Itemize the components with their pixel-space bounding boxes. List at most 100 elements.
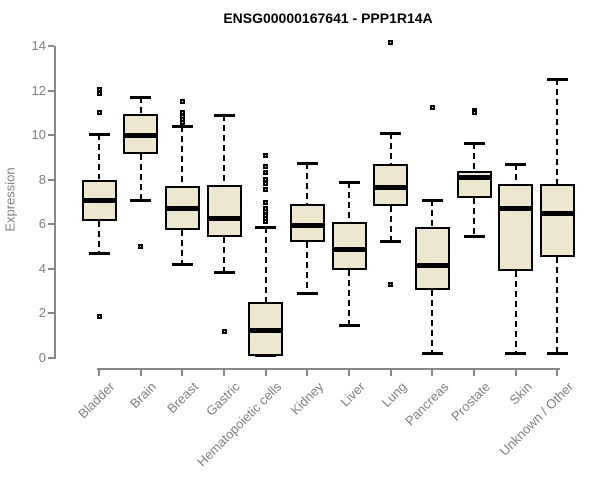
whisker-cap-lower (463, 235, 485, 239)
x-tick (389, 370, 392, 376)
outlier-point (263, 170, 269, 176)
x-tick (181, 370, 184, 376)
outlier-point (96, 91, 102, 97)
whisker-cap-lower (546, 352, 568, 356)
outlier-point (263, 187, 269, 192)
whisker-lower (473, 198, 476, 238)
whisker-upper (514, 163, 517, 184)
median-line (248, 328, 284, 334)
x-category-label: Gastric (202, 379, 243, 419)
y-axis-line (54, 46, 56, 359)
outlier-point (263, 152, 269, 158)
whisker-upper (139, 97, 142, 114)
y-tick (48, 178, 54, 181)
whisker-lower (348, 269, 351, 327)
whisker-upper (348, 181, 351, 222)
whisker-lower (389, 206, 392, 242)
x-category-label: Unknown / Other (496, 379, 577, 459)
whisker-upper (306, 162, 309, 204)
median-line (373, 184, 409, 190)
outlier-point (263, 177, 269, 182)
box (414, 227, 450, 290)
median-line (498, 205, 534, 211)
whisker-cap-upper (213, 113, 235, 117)
x-tick (514, 370, 517, 376)
x-tick (223, 370, 226, 376)
x-tick (306, 370, 309, 376)
median-line (456, 174, 492, 180)
x-tick (98, 370, 100, 376)
whisker-cap-upper (88, 132, 110, 136)
outlier-point (96, 110, 102, 116)
median-line (164, 205, 200, 211)
box (498, 183, 534, 271)
whisker-cap-lower (338, 324, 360, 328)
whisker-cap-upper (296, 161, 318, 165)
y-tick-label: 14 (31, 38, 46, 53)
y-tick-label: 0 (38, 349, 46, 365)
whisker-upper (98, 133, 100, 180)
whisker-cap-lower (380, 239, 402, 243)
whisker-cap-upper (380, 131, 402, 135)
whisker-lower (98, 220, 100, 255)
outlier-point (179, 120, 185, 126)
outlier-point (96, 86, 102, 92)
x-category-label: Skin (505, 379, 535, 408)
x-tick (264, 370, 267, 376)
outlier-point (263, 181, 269, 187)
whisker-cap-upper (255, 226, 277, 230)
y-tick (48, 356, 54, 359)
whisker-lower (223, 237, 226, 273)
x-category-label: Prostate (447, 379, 493, 424)
median-line (539, 211, 575, 217)
box (206, 185, 242, 238)
x-tick (348, 370, 351, 376)
whisker-lower (431, 289, 434, 355)
y-tick-label: 12 (31, 82, 46, 98)
y-tick-label: 2 (38, 305, 46, 320)
x-tick (431, 370, 434, 376)
outlier-point (263, 163, 269, 169)
whisker-cap-lower (505, 352, 527, 356)
whisker-upper (473, 142, 476, 171)
outlier-point (263, 219, 269, 225)
whisker-upper (181, 126, 184, 187)
y-tick-label: 6 (38, 216, 46, 231)
whisker-lower (514, 270, 517, 355)
outlier-point (263, 200, 269, 206)
x-category-label: Bladder (75, 379, 118, 422)
x-category-label: Pancreas (401, 379, 452, 429)
whisker-cap-upper (171, 125, 193, 129)
whisker-upper (264, 227, 267, 302)
x-category-label: Liver (337, 379, 368, 410)
whisker-cap-lower (213, 270, 235, 274)
outlier-point (221, 329, 227, 335)
x-category-label: Brain (127, 379, 160, 412)
outlier-point (179, 99, 185, 105)
whisker-cap-lower (171, 263, 193, 267)
whisker-cap-lower (296, 292, 318, 296)
y-tick-label: 8 (38, 171, 46, 187)
chart-title: ENSG00000167641 - PPP1R14A (223, 10, 433, 26)
whisker-lower (139, 153, 142, 201)
whisker-upper (556, 79, 559, 184)
box (539, 183, 575, 258)
whisker-cap-upper (505, 162, 527, 166)
y-tick (48, 223, 54, 225)
x-tick (139, 370, 142, 376)
x-tick (473, 370, 476, 376)
whisker-cap-upper (546, 78, 568, 82)
whisker-upper (431, 199, 434, 228)
median-line (331, 247, 367, 253)
outlier-point (138, 243, 144, 249)
outlier-point (96, 313, 102, 319)
whisker-lower (556, 257, 559, 355)
median-line (289, 222, 325, 228)
whisker-cap-upper (130, 96, 152, 100)
median-line (414, 262, 450, 268)
whisker-lower (306, 241, 309, 295)
median-line (123, 132, 159, 138)
x-category-label: Breast (163, 379, 201, 417)
x-axis-line (97, 368, 561, 370)
